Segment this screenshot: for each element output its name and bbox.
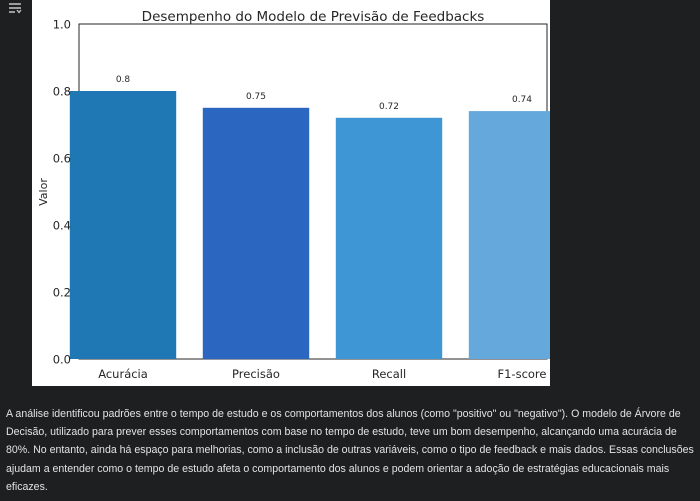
bar — [468, 111, 550, 359]
x-tick-label: Precisão — [232, 367, 280, 381]
value-labels-group: 0.8 0.75 0.72 0.74 — [116, 75, 532, 112]
y-tick-label: 0.6 — [53, 152, 71, 166]
bar — [335, 117, 443, 359]
bar-value-label: 0.74 — [512, 95, 532, 105]
x-tick-label: Recall — [372, 367, 406, 381]
x-tick-label: F1-score — [498, 367, 547, 381]
x-tick-labels-group: Acurácia Precisão Recall F1-score — [98, 367, 546, 381]
y-axis-label: Valor — [37, 178, 50, 206]
bar-chart: Desempenho do Modelo de Previsão de Feed… — [37, 9, 550, 381]
y-tick-label: 0.8 — [53, 85, 71, 99]
y-tick-label: 0.4 — [53, 219, 71, 233]
x-tick-label: Acurácia — [98, 367, 148, 381]
y-tick-labels-group: 0.0 0.2 0.4 0.6 0.8 1.0 — [53, 18, 71, 367]
analysis-explanation-text: A análise identificou padrões entre o te… — [6, 408, 694, 493]
bars-group — [69, 91, 550, 360]
y-tick-label: 0.0 — [53, 353, 71, 367]
bar — [69, 91, 177, 359]
chart-figure: Desempenho do Modelo de Previsão de Feed… — [32, 0, 550, 386]
bar-value-label: 0.8 — [116, 75, 131, 85]
y-tick-label: 1.0 — [53, 18, 71, 32]
bar-value-label: 0.72 — [379, 102, 399, 112]
collapse-output-icon[interactable] — [6, 0, 24, 16]
bar-value-label: 0.75 — [246, 92, 266, 102]
bar — [202, 107, 310, 360]
chart-title: Desempenho do Modelo de Previsão de Feed… — [142, 9, 485, 25]
y-tick-label: 0.2 — [53, 286, 71, 300]
